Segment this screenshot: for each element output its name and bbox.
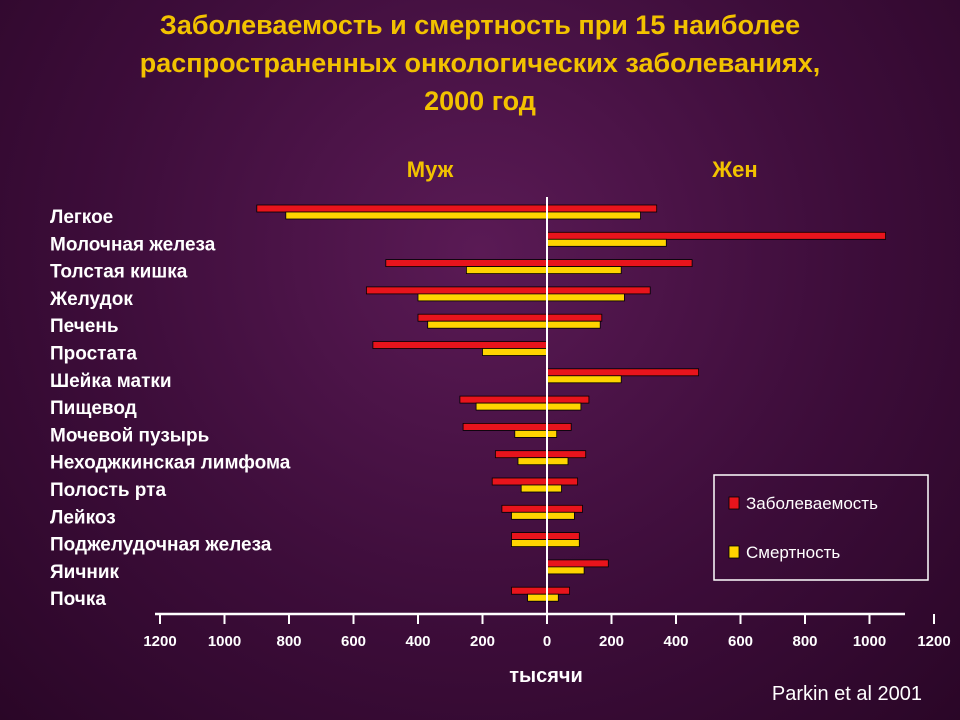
category-label: Печень <box>50 316 119 337</box>
x-tick-label-female: 600 <box>728 633 753 650</box>
bar-female-mortality <box>546 593 559 602</box>
bar-male-mortality <box>482 348 548 356</box>
x-tick-label-female: 1200 <box>917 633 950 650</box>
bar-male-incidence <box>491 477 548 486</box>
bar-male-incidence <box>511 532 548 540</box>
title-line-2: распространенных онкологических заболева… <box>139 48 821 78</box>
female-side-label: Жен <box>711 157 757 182</box>
male-side-label: Муж <box>407 157 454 182</box>
x-tick-label-male: 800 <box>276 633 301 650</box>
bar-female-incidence <box>546 504 583 513</box>
bar-male-mortality <box>465 266 548 275</box>
bar-male-mortality <box>285 211 548 220</box>
legend-label-mortality: Смертность <box>746 543 840 562</box>
title-line-3: 2000 год <box>424 86 536 116</box>
source-citation: Parkin et al 2001 <box>772 683 922 705</box>
category-label: Поджелудочная железа <box>50 535 272 556</box>
legend-box <box>713 474 929 581</box>
x-tick-label-female: 0 <box>543 633 551 650</box>
bar-male-mortality <box>520 484 548 493</box>
legend-label-incidence: Заболеваемость <box>746 494 878 513</box>
bar-male-incidence <box>501 504 548 513</box>
bar-female-incidence <box>546 313 603 322</box>
category-label: Желудок <box>49 289 133 310</box>
bar-male-mortality <box>417 293 548 302</box>
bar-male-mortality <box>517 457 548 466</box>
legend: Заболеваемость Смертность <box>713 474 929 581</box>
category-labels: Легкое Молочная железа Толстая кишка Желудо… <box>49 207 291 610</box>
bar-female-incidence <box>546 586 571 595</box>
bar-female-mortality <box>546 402 582 411</box>
bar-female-mortality <box>546 211 641 220</box>
bar-female-mortality <box>546 566 585 575</box>
bar-female-mortality <box>546 539 580 547</box>
x-tick-label-male: 400 <box>405 633 430 650</box>
x-axis-label: тысячи <box>509 665 583 687</box>
bar-male-incidence <box>462 422 548 431</box>
x-tick-label-male: 1200 <box>143 633 176 650</box>
bar-male-incidence <box>385 259 548 268</box>
x-tick-label-male: 600 <box>341 633 366 650</box>
x-axis: 1200 1000 800 600 400 200 0 200 400 600 800 1000 120… <box>143 197 951 650</box>
bar-female-incidence <box>546 231 887 240</box>
bar-female-incidence <box>546 450 587 459</box>
category-label: Лейкоз <box>50 507 116 528</box>
bar-male-incidence <box>494 450 548 459</box>
category-label: Толстая кишка <box>50 262 188 283</box>
x-tick-label-female: 800 <box>792 633 817 650</box>
bar-male-incidence <box>256 204 548 213</box>
x-tick-label-male: 1000 <box>208 633 241 650</box>
x-tick-label-male: 200 <box>470 633 495 650</box>
x-tick-label-female: 400 <box>663 633 688 650</box>
bar-male-incidence <box>365 286 548 295</box>
bar-female-incidence <box>546 286 651 295</box>
bar-female-incidence <box>546 259 693 268</box>
bar-female-mortality <box>546 320 601 329</box>
category-label: Полость рта <box>50 480 166 501</box>
bar-female-incidence <box>546 368 700 377</box>
category-label: Яичник <box>50 562 120 583</box>
category-label: Пищевод <box>50 398 137 419</box>
bar-female-mortality <box>546 293 625 302</box>
bar-female-mortality <box>546 266 622 275</box>
bar-female-mortality <box>546 511 575 520</box>
bar-female-incidence <box>546 422 572 431</box>
bar-male-incidence <box>372 341 548 349</box>
category-label: Почка <box>50 589 106 610</box>
bar-female-incidence <box>546 532 580 540</box>
bar-male-mortality <box>527 593 548 602</box>
category-label: Легкое <box>50 207 113 228</box>
bar-female-incidence <box>546 559 609 568</box>
bar-female-mortality <box>546 484 562 493</box>
chart-title: Заболеваемость и смертность при 15 наибо… <box>0 6 960 120</box>
legend-swatch-incidence <box>728 496 740 510</box>
title-line-1: Заболеваемость и смертность при 15 наибо… <box>159 10 801 40</box>
category-label: Молочная железа <box>50 234 216 255</box>
bar-male-incidence <box>417 313 548 322</box>
bar-female-mortality <box>546 238 667 247</box>
category-label: Шейка матки <box>50 371 172 392</box>
bar-male-mortality <box>511 539 548 547</box>
bar-female-incidence <box>546 395 590 404</box>
category-label: Мочевой пузырь <box>50 425 209 446</box>
bar-female-mortality <box>546 457 569 466</box>
bar-male-mortality <box>511 511 548 520</box>
category-label: Простата <box>50 344 137 365</box>
category-label: Неходжкинская лимфома <box>50 453 291 474</box>
bar-male-mortality <box>475 402 548 411</box>
bar-male-incidence <box>511 586 548 595</box>
bar-female-incidence <box>546 204 658 213</box>
bar-female-mortality <box>546 375 622 384</box>
bar-male-mortality <box>514 429 548 438</box>
bar-female-incidence <box>546 477 579 486</box>
bar-female-mortality <box>546 429 558 438</box>
bar-male-mortality <box>427 320 548 329</box>
x-tick-label-female: 200 <box>599 633 624 650</box>
bars-group <box>256 204 887 602</box>
legend-swatch-mortality <box>728 545 740 559</box>
x-tick-label-female: 1000 <box>853 633 886 650</box>
bar-male-incidence <box>459 395 548 404</box>
